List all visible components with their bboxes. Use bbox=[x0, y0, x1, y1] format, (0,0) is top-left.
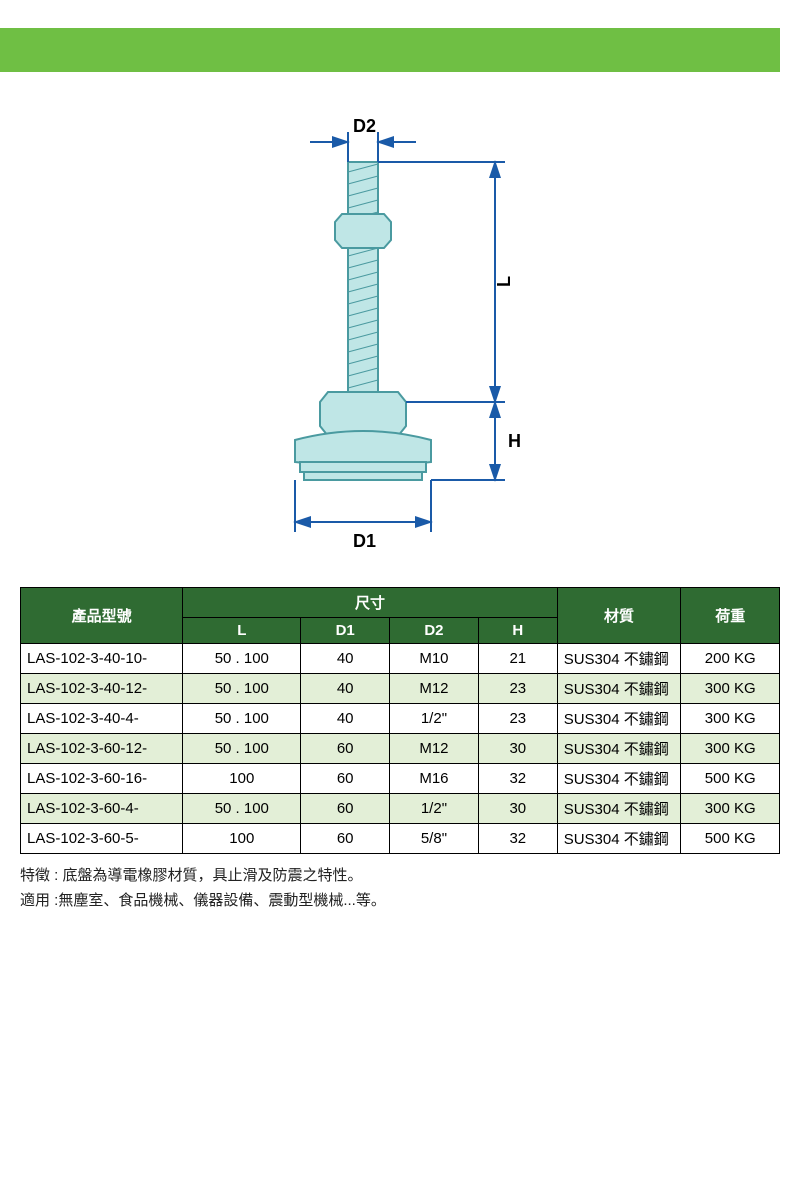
cell-d2: 1/2" bbox=[390, 794, 479, 824]
cell-d2: 5/8" bbox=[390, 824, 479, 854]
cell-h: 21 bbox=[478, 644, 557, 674]
cell-product-no: LAS-102-3-40-10- bbox=[21, 644, 183, 674]
cell-material: SUS304 不鏽鋼 bbox=[557, 734, 681, 764]
cell-load: 300 KG bbox=[681, 794, 780, 824]
cell-load: 300 KG bbox=[681, 704, 780, 734]
table-row: LAS-102-3-60-5-100605/8"32SUS304 不鏽鋼500 … bbox=[21, 824, 780, 854]
cell-h: 30 bbox=[478, 734, 557, 764]
cell-l: 50 . 100 bbox=[183, 734, 301, 764]
note-application: 適用 :無塵室、食品機械、儀器設備、震動型機械...等。 bbox=[20, 889, 780, 910]
cell-d1: 40 bbox=[301, 674, 390, 704]
cell-material: SUS304 不鏽鋼 bbox=[557, 644, 681, 674]
cell-product-no: LAS-102-3-40-4- bbox=[21, 704, 183, 734]
cell-h: 23 bbox=[478, 674, 557, 704]
cell-product-no: LAS-102-3-60-5- bbox=[21, 824, 183, 854]
th-dimensions: 尺寸 bbox=[183, 588, 557, 618]
cell-d1: 60 bbox=[301, 764, 390, 794]
table-row: LAS-102-3-40-12-50 . 10040M1223SUS304 不鏽… bbox=[21, 674, 780, 704]
cell-d1: 40 bbox=[301, 704, 390, 734]
label-h: H bbox=[508, 431, 521, 451]
th-product-no: 產品型號 bbox=[21, 588, 183, 644]
label-d1: D1 bbox=[353, 531, 376, 551]
table-row: LAS-102-3-60-16-10060M1632SUS304 不鏽鋼500 … bbox=[21, 764, 780, 794]
cell-load: 200 KG bbox=[681, 644, 780, 674]
cell-material: SUS304 不鏽鋼 bbox=[557, 704, 681, 734]
th-h: H bbox=[478, 618, 557, 644]
cell-h: 23 bbox=[478, 704, 557, 734]
cell-l: 50 . 100 bbox=[183, 644, 301, 674]
cell-material: SUS304 不鏽鋼 bbox=[557, 794, 681, 824]
th-load: 荷重 bbox=[681, 588, 780, 644]
cell-load: 300 KG bbox=[681, 734, 780, 764]
cell-d1: 60 bbox=[301, 794, 390, 824]
cell-d2: M12 bbox=[390, 734, 479, 764]
cell-load: 500 KG bbox=[681, 824, 780, 854]
table-row: LAS-102-3-60-12-50 . 10060M1230SUS304 不鏽… bbox=[21, 734, 780, 764]
cell-h: 32 bbox=[478, 764, 557, 794]
spec-table: 產品型號 尺寸 材質 荷重 L D1 D2 H LAS-102-3-40-10-… bbox=[20, 587, 780, 854]
table-row: LAS-102-3-60-4-50 . 100601/2"30SUS304 不鏽… bbox=[21, 794, 780, 824]
dimension-diagram: D2 L H D1 bbox=[0, 102, 800, 567]
cell-h: 30 bbox=[478, 794, 557, 824]
cell-product-no: LAS-102-3-60-4- bbox=[21, 794, 183, 824]
label-d2: D2 bbox=[353, 116, 376, 136]
cell-d2: 1/2" bbox=[390, 704, 479, 734]
th-d2: D2 bbox=[390, 618, 479, 644]
cell-l: 50 . 100 bbox=[183, 794, 301, 824]
table-row: LAS-102-3-40-10-50 . 10040M1021SUS304 不鏽… bbox=[21, 644, 780, 674]
header-accent-bar bbox=[0, 28, 780, 72]
th-d1: D1 bbox=[301, 618, 390, 644]
th-material: 材質 bbox=[557, 588, 681, 644]
notes: 特徵 : 底盤為導電橡膠材質，具止滑及防震之特性。 適用 :無塵室、食品機械、儀… bbox=[20, 864, 780, 910]
table-header: 產品型號 尺寸 材質 荷重 L D1 D2 H bbox=[21, 588, 780, 644]
cell-l: 50 . 100 bbox=[183, 674, 301, 704]
cell-h: 32 bbox=[478, 824, 557, 854]
cell-d2: M12 bbox=[390, 674, 479, 704]
cell-d2: M10 bbox=[390, 644, 479, 674]
note-features: 特徵 : 底盤為導電橡膠材質，具止滑及防震之特性。 bbox=[20, 864, 780, 885]
cell-l: 100 bbox=[183, 764, 301, 794]
cell-d1: 40 bbox=[301, 644, 390, 674]
cell-l: 50 . 100 bbox=[183, 704, 301, 734]
cell-product-no: LAS-102-3-60-12- bbox=[21, 734, 183, 764]
cell-d1: 60 bbox=[301, 734, 390, 764]
cell-material: SUS304 不鏽鋼 bbox=[557, 824, 681, 854]
cell-load: 300 KG bbox=[681, 674, 780, 704]
cell-material: SUS304 不鏽鋼 bbox=[557, 764, 681, 794]
th-l: L bbox=[183, 618, 301, 644]
cell-d2: M16 bbox=[390, 764, 479, 794]
cell-product-no: LAS-102-3-60-16- bbox=[21, 764, 183, 794]
label-l: L bbox=[494, 276, 514, 287]
cell-product-no: LAS-102-3-40-12- bbox=[21, 674, 183, 704]
table-row: LAS-102-3-40-4-50 . 100401/2"23SUS304 不鏽… bbox=[21, 704, 780, 734]
cell-load: 500 KG bbox=[681, 764, 780, 794]
cell-material: SUS304 不鏽鋼 bbox=[557, 674, 681, 704]
cell-d1: 60 bbox=[301, 824, 390, 854]
cell-l: 100 bbox=[183, 824, 301, 854]
